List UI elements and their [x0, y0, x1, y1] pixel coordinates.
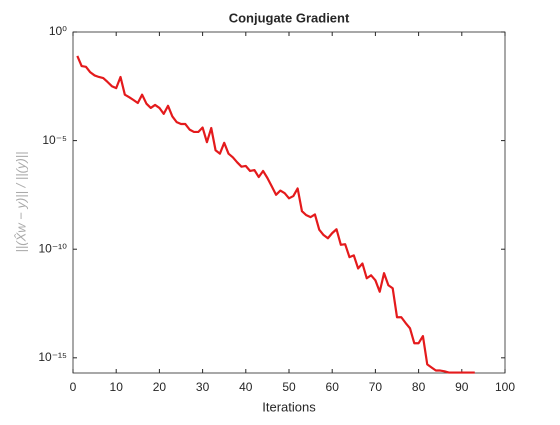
x-tick-label: 50 — [282, 380, 296, 394]
x-axis-label: Iterations — [262, 399, 316, 414]
x-tick-label: 40 — [239, 380, 253, 394]
x-tick-label: 100 — [495, 380, 515, 394]
x-tick-label: 60 — [326, 380, 340, 394]
x-tick-label: 10 — [110, 380, 124, 394]
x-tick-label: 0 — [70, 380, 77, 394]
y-tick-label: 10⁻⁵ — [42, 133, 67, 147]
x-tick-label: 90 — [455, 380, 469, 394]
y-axis-label: ||(X̂w − y)|| / ||(y)|| — [13, 151, 28, 252]
x-tick-label: 20 — [153, 380, 167, 394]
y-tick-label: 10⁻¹⁵ — [38, 350, 67, 364]
plot-box — [72, 31, 506, 374]
chart-title: Conjugate Gradient — [229, 10, 350, 25]
y-tick-label: 10⁰ — [49, 24, 67, 38]
x-tick-label: 70 — [369, 380, 383, 394]
x-tick-label: 30 — [196, 380, 210, 394]
x-tick-label: 80 — [412, 380, 426, 394]
data-line — [76, 55, 475, 374]
y-tick-label: 10⁻¹⁰ — [39, 241, 68, 255]
